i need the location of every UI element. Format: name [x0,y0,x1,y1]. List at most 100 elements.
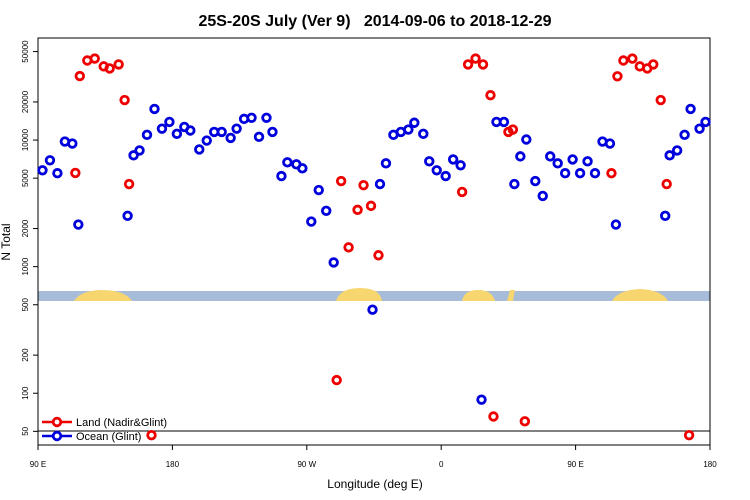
y-tick-label: 5000 [21,169,30,187]
point [612,71,623,82]
point [477,59,489,70]
x-tick-label: 90 E [30,460,46,469]
point [194,144,205,155]
chart-title: 25S-20S July (Ver 9) 2014-09-06 to 2018-… [198,13,551,30]
y-axis-label: N Total [0,223,13,260]
point [73,219,84,230]
point [313,184,324,196]
x-tick-label: 180 [703,460,717,469]
point [418,128,429,140]
point [321,205,332,217]
legend-marker [51,416,63,428]
point [119,94,130,106]
point [509,178,520,190]
point [545,151,556,162]
legend-label: Land (Nadir&Glint) [76,417,167,429]
point [104,63,115,74]
point [559,168,571,179]
y-tick-label: 500 [21,298,30,312]
point [700,116,711,128]
point [455,160,466,171]
point [470,53,481,64]
point [261,112,272,123]
point [456,186,468,198]
point [694,123,705,134]
point [373,250,384,261]
point [201,135,212,146]
point [331,374,342,386]
x-tick-label: 0 [439,460,444,469]
point [447,154,459,165]
point [476,394,487,405]
point [156,123,168,134]
point [582,156,593,167]
point [431,165,442,176]
point [70,167,81,179]
point [485,90,496,101]
point [462,59,474,70]
point [648,59,659,70]
x-axis-label: Longitude (deg E) [327,477,422,491]
point [515,151,526,162]
point [171,128,183,140]
point [552,158,563,169]
point [216,126,227,138]
point [604,138,616,149]
point [440,170,451,182]
point [122,210,133,222]
point [618,55,629,66]
x-tick-label: 180 [166,460,180,469]
point [343,242,354,253]
point [403,124,414,135]
point [164,116,175,128]
y-tick-label: 200 [21,348,30,362]
point [358,179,369,191]
point [52,168,63,179]
point [185,125,196,136]
y-tick-label: 100 [21,386,30,400]
point [498,116,510,128]
point [225,132,236,144]
point [113,59,124,70]
land-ocean-band [38,288,710,301]
x-tick-label: 90 W [297,460,316,469]
point [380,158,392,169]
point [519,416,531,427]
point [246,112,257,123]
point [606,168,617,179]
point [253,131,265,143]
point [141,129,153,141]
point [328,257,339,268]
x-tick-label: 90 E [567,460,583,469]
point [589,168,601,179]
point [671,145,683,156]
point [231,123,242,134]
point [679,129,690,141]
point [89,53,100,64]
point [685,103,696,115]
point [661,178,672,190]
y-tick-label: 1000 [21,257,30,275]
point [276,170,287,182]
point [374,178,386,190]
point [367,304,378,315]
point [335,175,347,187]
point [123,178,135,190]
y-tick-label: 50000 [21,40,30,63]
point [409,117,420,128]
point [660,210,671,222]
y-tick-label: 20000 [21,90,30,113]
point [146,430,157,441]
y-tick-label: 2000 [21,219,30,237]
point [574,168,586,179]
point [267,126,278,138]
point [683,430,695,441]
point [134,145,145,156]
point [37,165,48,176]
y-tick-label: 50 [21,426,30,435]
plot-frame [37,37,711,446]
point [297,163,308,174]
legend-marker [51,430,63,442]
point [627,53,638,64]
